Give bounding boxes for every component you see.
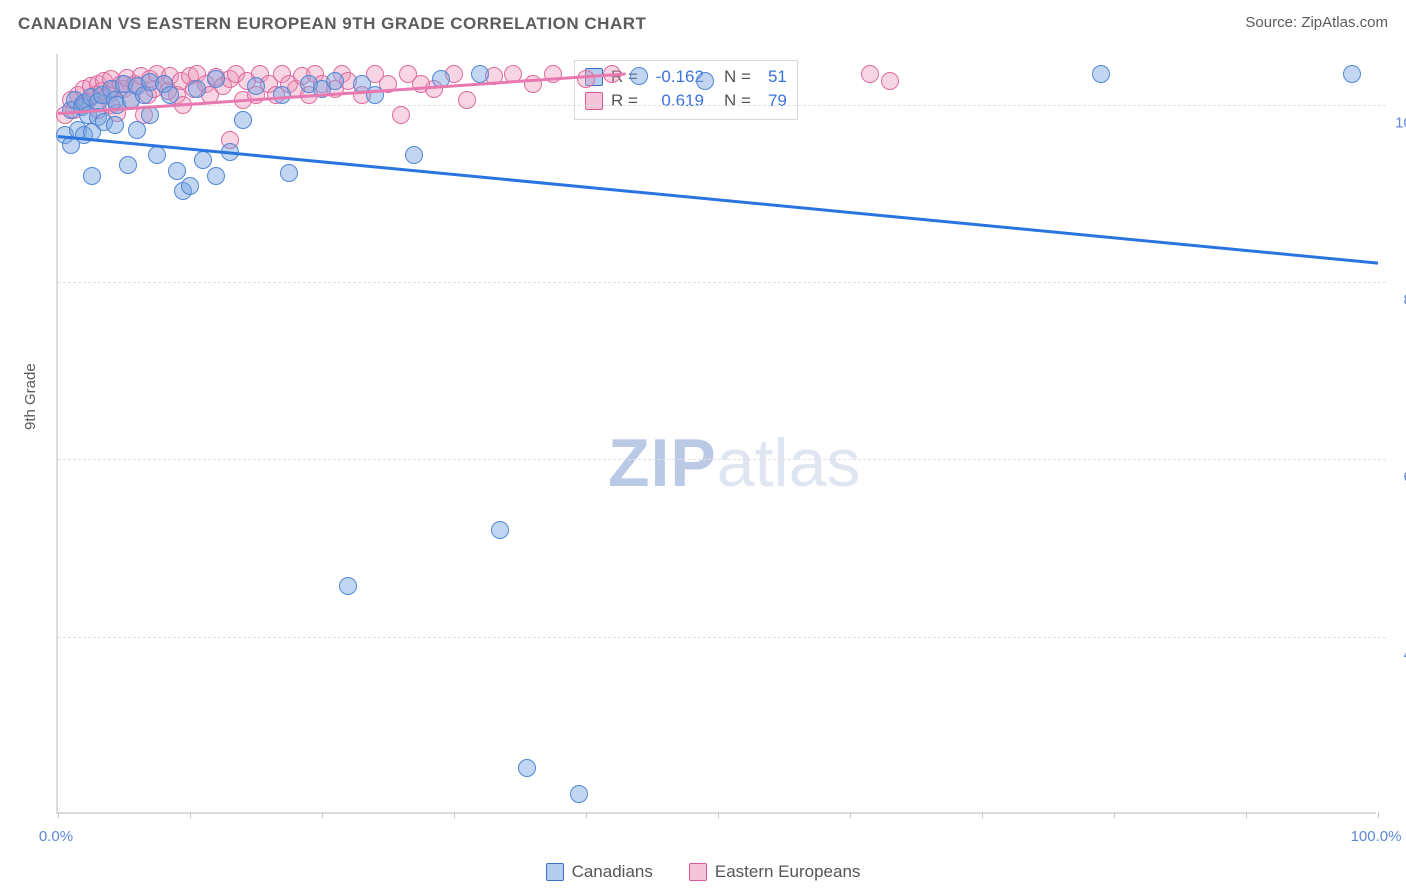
watermark-atlas: atlas — [717, 425, 861, 501]
scatter-point-pink — [458, 91, 476, 109]
scatter-point-blue — [405, 146, 423, 164]
trend-line-blue — [58, 135, 1378, 265]
n-label: N = — [724, 65, 751, 89]
scatter-point-blue — [471, 65, 489, 83]
scatter-point-blue — [234, 111, 252, 129]
scatter-point-blue — [1343, 65, 1361, 83]
scatter-point-blue — [188, 80, 206, 98]
x-tick-mark — [586, 812, 587, 818]
scatter-point-pink — [392, 106, 410, 124]
watermark-zip: ZIP — [608, 425, 717, 501]
r-label: R = — [611, 89, 638, 113]
x-tick-mark — [982, 812, 983, 818]
chart-header: CANADIAN VS EASTERN EUROPEAN 9TH GRADE C… — [0, 0, 1406, 46]
watermark: ZIPatlas — [608, 424, 860, 502]
scatter-point-blue — [207, 167, 225, 185]
source-label: Source: — [1245, 14, 1301, 31]
x-tick-label: 0.0% — [39, 828, 73, 845]
scatter-point-blue — [1092, 65, 1110, 83]
scatter-point-blue — [491, 521, 509, 539]
r-value: 0.619 — [646, 89, 704, 113]
r-value: -0.162 — [646, 65, 704, 89]
n-value: 79 — [759, 89, 787, 113]
swatch-pink — [585, 92, 603, 110]
grid-line — [58, 637, 1386, 638]
y-axis-label: 9th Grade — [22, 363, 39, 430]
scatter-point-blue — [280, 164, 298, 182]
x-tick-label: 100.0% — [1351, 828, 1402, 845]
x-tick-mark — [454, 812, 455, 818]
y-tick-label: 100.0% — [1386, 114, 1406, 131]
scatter-point-blue — [366, 86, 384, 104]
scatter-point-blue — [273, 86, 291, 104]
legend-item: Canadians — [546, 862, 653, 882]
scatter-point-blue — [194, 151, 212, 169]
x-tick-mark — [1246, 812, 1247, 818]
scatter-point-blue — [207, 70, 225, 88]
legend-item: Eastern Europeans — [689, 862, 861, 882]
legend-swatch-blue — [546, 863, 564, 881]
scatter-point-pink — [861, 65, 879, 83]
scatter-point-blue — [339, 577, 357, 595]
scatter-point-pink — [881, 72, 899, 90]
x-tick-mark — [1114, 812, 1115, 818]
scatter-point-blue — [326, 72, 344, 90]
scatter-point-blue — [161, 86, 179, 104]
scatter-point-blue — [247, 77, 265, 95]
stats-row: R = 0.619 N = 79 — [585, 89, 787, 113]
x-tick-mark — [850, 812, 851, 818]
scatter-point-blue — [696, 72, 714, 90]
scatter-point-blue — [128, 121, 146, 139]
x-tick-mark — [1378, 812, 1379, 818]
n-label: N = — [724, 89, 751, 113]
source-name: ZipAtlas.com — [1301, 14, 1388, 31]
scatter-point-blue — [518, 759, 536, 777]
legend: Canadians Eastern Europeans — [0, 862, 1406, 886]
scatter-point-blue — [119, 156, 137, 174]
grid-line — [58, 105, 1386, 106]
scatter-point-blue — [570, 785, 588, 803]
legend-label: Eastern Europeans — [715, 862, 861, 882]
grid-line — [58, 282, 1386, 283]
chart-title: CANADIAN VS EASTERN EUROPEAN 9TH GRADE C… — [18, 14, 646, 33]
scatter-point-blue — [83, 167, 101, 185]
scatter-point-pink — [577, 70, 595, 88]
legend-swatch-pink — [689, 863, 707, 881]
legend-label: Canadians — [572, 862, 653, 882]
scatter-point-blue — [630, 67, 648, 85]
x-tick-mark — [718, 812, 719, 818]
y-tick-label: 65.0% — [1386, 469, 1406, 486]
y-tick-label: 82.5% — [1386, 292, 1406, 309]
scatter-point-blue — [168, 162, 186, 180]
scatter-point-blue — [148, 146, 166, 164]
x-tick-mark — [58, 812, 59, 818]
scatter-point-blue — [181, 177, 199, 195]
scatter-point-blue — [106, 116, 124, 134]
y-tick-label: 47.5% — [1386, 646, 1406, 663]
grid-line — [58, 459, 1386, 460]
x-tick-mark — [322, 812, 323, 818]
chart-area: ZIPatlas R =-0.162N =51R =0.619N =79 100… — [56, 54, 1376, 814]
x-tick-mark — [190, 812, 191, 818]
source-attribution: Source: ZipAtlas.com — [1245, 14, 1388, 31]
plot-area: ZIPatlas R =-0.162N =51R =0.619N =79 100… — [56, 54, 1376, 814]
n-value: 51 — [759, 65, 787, 89]
